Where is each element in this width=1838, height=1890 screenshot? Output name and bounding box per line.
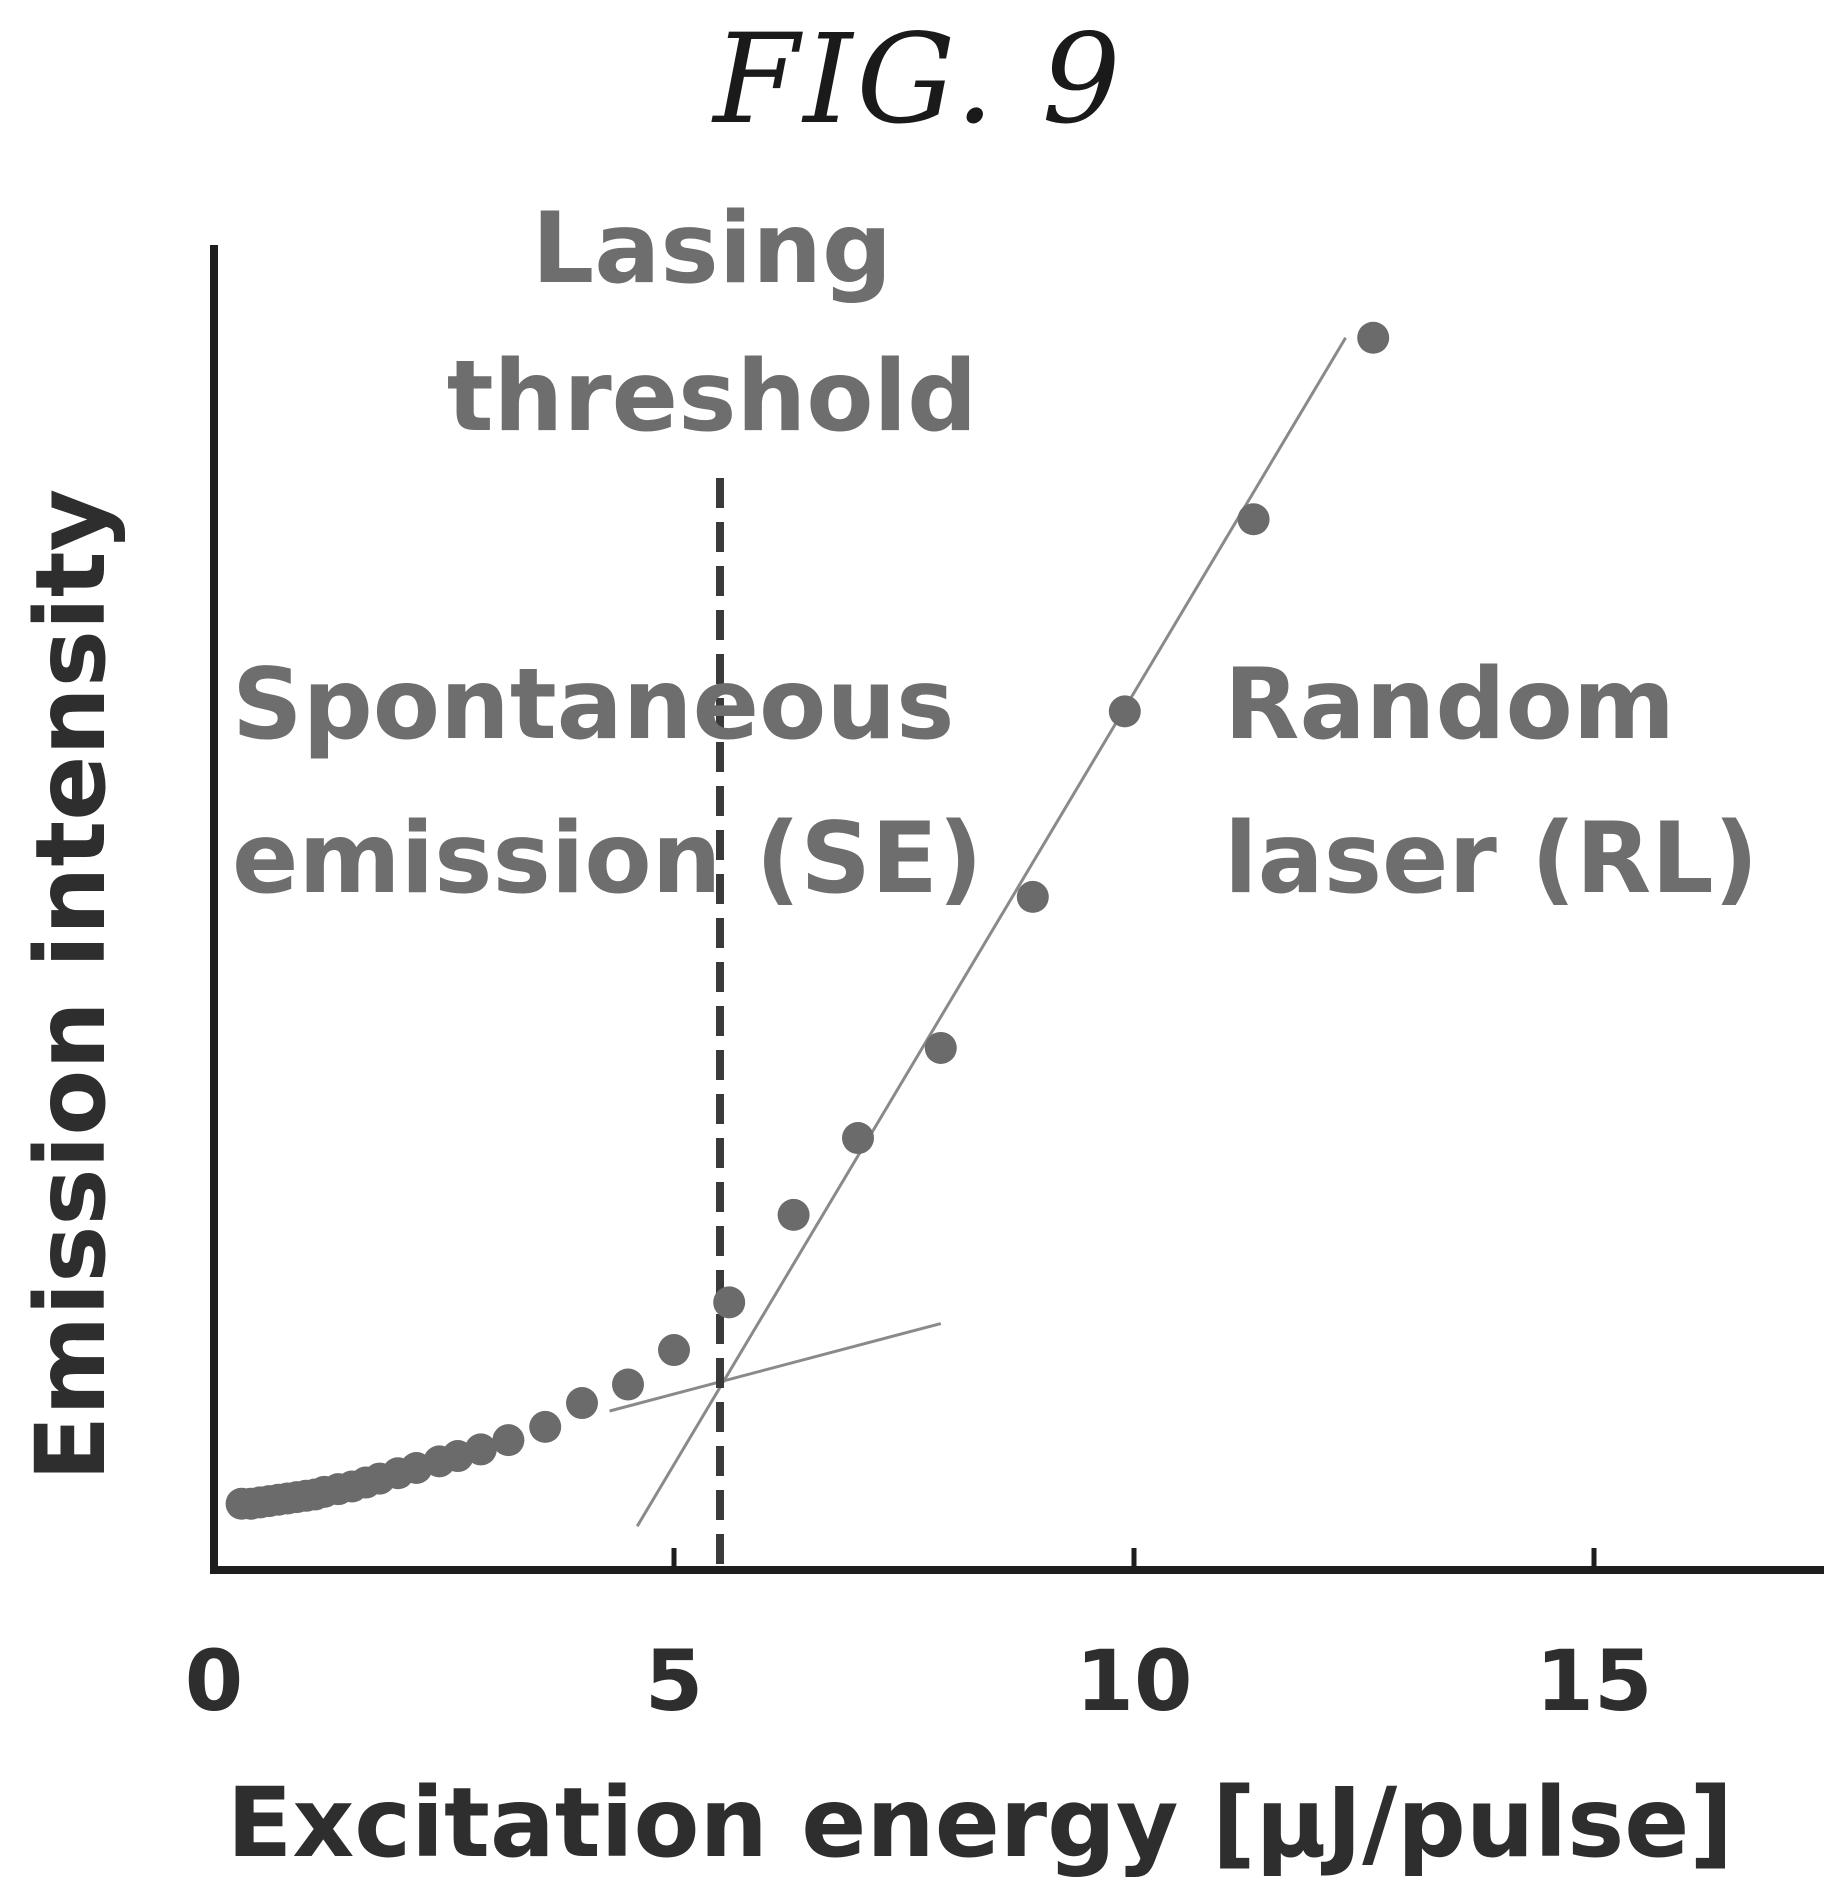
- y-axis-label: Emission intensity: [15, 489, 127, 1482]
- data-point: [1237, 503, 1270, 536]
- fit-lines-group: [609, 336, 1347, 1528]
- data-point: [566, 1387, 598, 1420]
- data-point: [777, 1198, 810, 1231]
- tick-labels-group: 0 5 10 15: [185, 1632, 1653, 1730]
- data-point: [1357, 321, 1390, 354]
- axes-group: [210, 245, 1824, 1574]
- se-region-annotation: Spontaneous: [232, 648, 954, 762]
- threshold-annotation: Lasing: [532, 192, 892, 306]
- data-point: [1108, 695, 1141, 728]
- data-point: [464, 1433, 497, 1466]
- data-point: [713, 1286, 746, 1319]
- rl-region-annotation: Random: [1224, 648, 1675, 762]
- rl-region-annotation: laser (RL): [1224, 802, 1758, 916]
- x-tick-label: 0: [185, 1632, 243, 1730]
- x-axis-label: Excitation energy [μJ/pulse]: [227, 1767, 1734, 1879]
- data-point: [492, 1424, 525, 1457]
- data-point: [612, 1368, 644, 1401]
- data-point: [924, 1031, 957, 1064]
- se-region-annotation: emission (SE): [232, 802, 983, 916]
- threshold-annotation: threshold: [447, 340, 978, 454]
- se-fit-line: [609, 1322, 942, 1413]
- x-tick-label: 5: [645, 1632, 703, 1730]
- data-point: [529, 1410, 562, 1443]
- data-points-group: [225, 321, 1390, 1520]
- data-point: [658, 1334, 690, 1367]
- data-point: [842, 1122, 874, 1155]
- figure-title: FIG. 9: [713, 8, 1125, 152]
- x-tick-label: 15: [1536, 1632, 1653, 1730]
- x-tick-label: 10: [1076, 1632, 1193, 1730]
- annotations-group: Excitation energy [μJ/pulse] Emission int…: [15, 192, 1758, 1879]
- data-point: [1016, 880, 1049, 913]
- rl-fit-line: [635, 336, 1347, 1528]
